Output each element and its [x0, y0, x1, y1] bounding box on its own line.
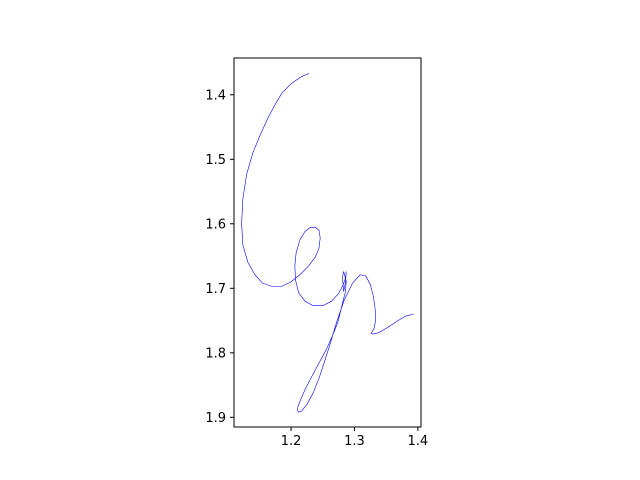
- y-tick-label: 1.9: [205, 411, 226, 426]
- y-tick-label: 1.6: [205, 217, 226, 232]
- x-tick-label: 1.4: [407, 434, 428, 449]
- axes-frame: [233, 57, 422, 428]
- y-tick-label: 1.8: [205, 346, 226, 361]
- y-axis: 1.4 1.5 1.6 1.7 1.8 1.9: [205, 88, 234, 426]
- x-tick-label: 1.3: [344, 434, 365, 449]
- x-axis: 1.2 1.3 1.4: [281, 427, 428, 449]
- x-tick-label: 1.2: [281, 434, 302, 449]
- y-tick-label: 1.5: [205, 153, 226, 168]
- series-line-0: [241, 73, 414, 413]
- y-tick-label: 1.4: [205, 88, 226, 103]
- plot-area: [241, 73, 414, 413]
- y-tick-label: 1.7: [205, 282, 226, 297]
